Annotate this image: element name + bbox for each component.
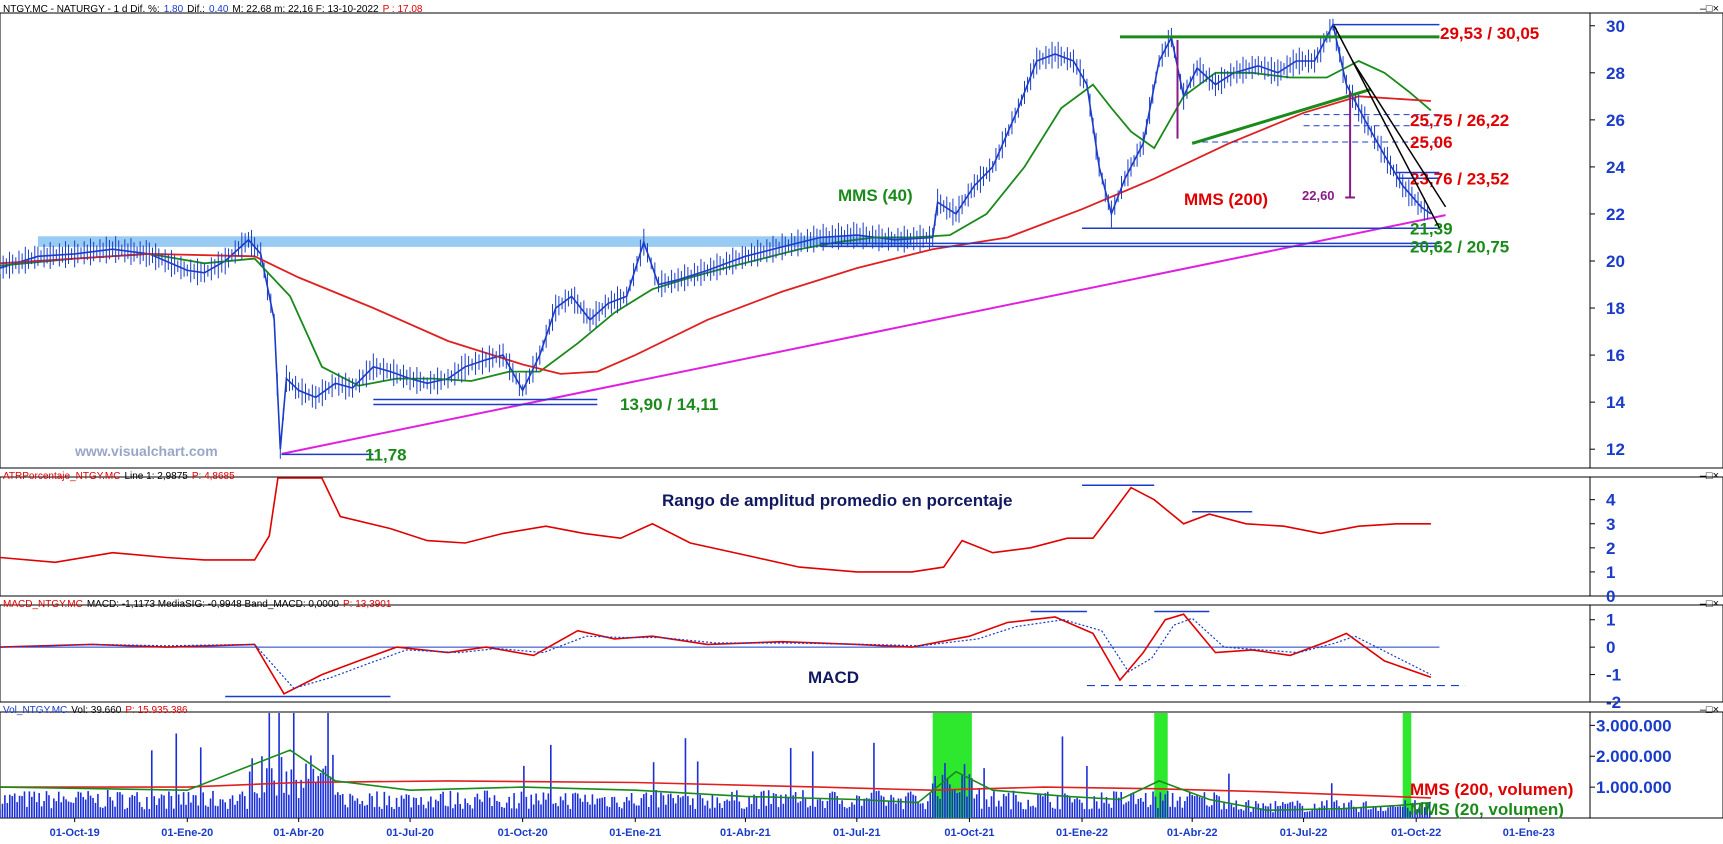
atr-window-buttons[interactable]: –□× <box>1700 470 1719 482</box>
wedge-support-line <box>1191 87 1372 145</box>
macd-series-line <box>0 613 1432 695</box>
volume-y-tick-label: 2.000.000 <box>1596 747 1672 766</box>
volume-ma-line <box>0 780 1431 799</box>
volume-y-tick-label: 3.000.000 <box>1596 716 1672 735</box>
x-tick-label: 01-Oct-19 <box>50 827 100 839</box>
price-window-buttons[interactable]: –□× <box>1700 3 1719 15</box>
level-label: 20,62 / 20,75 <box>1410 238 1509 257</box>
price-header-segment: M: 22,68 m: 22,16 F: 13-10-2022 <box>232 4 379 15</box>
price-y-tick-label: 14 <box>1606 393 1625 412</box>
macd-panel-frame <box>0 604 1723 703</box>
x-tick-label: 01-Abr-20 <box>273 827 324 839</box>
price-header-segment: 0,40 <box>209 4 229 15</box>
mms200-label: MMS (200) <box>1184 190 1268 209</box>
price-header: NTGY.MC - NATURGY - 1 d Dif. %: 1,80 Dif.:… <box>3 4 423 15</box>
x-tick-label: 01-Oct-22 <box>1391 827 1441 839</box>
falling-channel-line <box>1333 25 1441 229</box>
price-y-tick-label: 28 <box>1606 64 1625 83</box>
atr-y-tick-label: 1 <box>1606 563 1615 582</box>
atr-series-line <box>0 477 1431 573</box>
x-tick-label: 01-Oct-20 <box>498 827 548 839</box>
volume-header-segment: P: 15.935.386 <box>125 705 188 716</box>
volume-ma-line <box>0 749 1431 812</box>
atr-header-segment: ATRPorcentaje_NTGY.MC <box>3 471 120 482</box>
volume-header-segment: Vol_NTGY.MC <box>3 705 67 716</box>
price-y-tick-label: 22 <box>1606 205 1625 224</box>
price-y-tick-label: 12 <box>1606 440 1625 459</box>
price-header-segment: Dif.: <box>187 4 205 15</box>
volume-highlight <box>1402 713 1412 818</box>
atr-header-segment: Line 1: 2,9875 <box>124 471 188 482</box>
x-tick-label: 01-Jul-21 <box>833 827 881 839</box>
price-header-segment: NTGY.MC - NATURGY - 1 d Dif. %: <box>3 4 160 15</box>
macd-header-segment: MACD_NTGY.MC <box>3 599 83 610</box>
x-tick-label: 01-Ene-20 <box>161 827 213 839</box>
price-panel-frame <box>0 12 1723 469</box>
x-tick-label: 01-Ene-21 <box>609 827 661 839</box>
level-label: 29,53 / 30,05 <box>1440 24 1539 43</box>
macd-panel-title: MACD <box>808 668 859 687</box>
volume-y-tick-label: 1.000.000 <box>1596 778 1672 797</box>
atr-panel-title: Rango de amplitud promedio en porcentaje <box>662 491 1012 510</box>
price-y-tick-label: 20 <box>1606 252 1625 271</box>
atr-header-segment: P: 4,8685 <box>192 471 235 482</box>
level-label: 25,06 <box>1410 133 1453 152</box>
level-label: 23,76 / 23,52 <box>1410 169 1509 188</box>
macd-y-tick-label: -2 <box>1606 693 1621 712</box>
falling-channel-line <box>1351 60 1447 208</box>
macd-header-segment: MACD: -1,1173 MediaSIG: -0,9948 Band_MAC… <box>87 599 340 610</box>
x-tick-label: 01-Jul-22 <box>1280 827 1328 839</box>
volume-series-label: MMS (20, volumen) <box>1410 800 1564 819</box>
macd-header-segment: P: 13,3901 <box>343 599 392 610</box>
macd-header: MACD_NTGY.MC MACD: -1,1173 MediaSIG: -0,9… <box>3 599 392 610</box>
volume-header-segment: Vol: 39.660 <box>71 705 121 716</box>
macd-y-tick-label: 1 <box>1606 611 1615 630</box>
x-tick-label: 01-Ene-23 <box>1503 827 1555 839</box>
mms40-label: MMS (40) <box>838 186 913 205</box>
x-tick-label: 01-Abr-21 <box>720 827 771 839</box>
price-y-tick-label: 16 <box>1606 346 1625 365</box>
atr-y-tick-label: 0 <box>1606 587 1615 606</box>
target-label: 22,60 <box>1302 188 1335 203</box>
resistance-band <box>37 236 912 247</box>
price-y-tick-label: 26 <box>1606 111 1625 130</box>
price-y-tick-label: 30 <box>1606 17 1625 36</box>
level-label: 13,90 / 14,11 <box>620 395 718 414</box>
macd-window-buttons[interactable]: –□× <box>1700 598 1719 610</box>
macd-y-tick-label: -1 <box>1606 666 1621 685</box>
price-header-segment: 1,80 <box>164 4 184 15</box>
macd-y-tick-label: 0 <box>1606 638 1615 657</box>
series-line-mms-200- <box>0 95 1431 375</box>
volume-header: Vol_NTGY.MC Vol: 39.660 P: 15.935.386 <box>3 705 188 716</box>
level-label: 25,75 / 26,22 <box>1410 111 1509 130</box>
atr-y-tick-label: 2 <box>1606 539 1615 558</box>
atr-header: ATRPorcentaje_NTGY.MC Line 1: 2,9875 P: 4,… <box>3 471 235 482</box>
volume-window-buttons[interactable]: –□× <box>1700 704 1719 716</box>
volume-highlight <box>1154 713 1168 818</box>
price-y-tick-label: 18 <box>1606 299 1625 318</box>
watermark: www.visualchart.com <box>74 443 218 459</box>
long-term-trendline <box>281 214 1446 455</box>
x-tick-label: 01-Abr-22 <box>1167 827 1218 839</box>
x-tick-label: 01-Ene-22 <box>1056 827 1108 839</box>
level-label: 11,78 <box>365 445 407 464</box>
price-y-tick-label: 24 <box>1606 158 1625 177</box>
level-label: 21,39 <box>1410 219 1453 238</box>
price-header-segment: P : 17,08 <box>383 4 423 15</box>
x-tick-label: 01-Oct-21 <box>944 827 994 839</box>
volume-series-label: MMS (200, volumen) <box>1410 780 1573 799</box>
atr-y-tick-label: 3 <box>1606 515 1615 534</box>
atr-y-tick-label: 4 <box>1606 491 1616 510</box>
atr-panel-frame <box>0 476 1723 597</box>
series-line-mms-40- <box>0 59 1432 387</box>
x-tick-label: 01-Jul-20 <box>386 827 434 839</box>
